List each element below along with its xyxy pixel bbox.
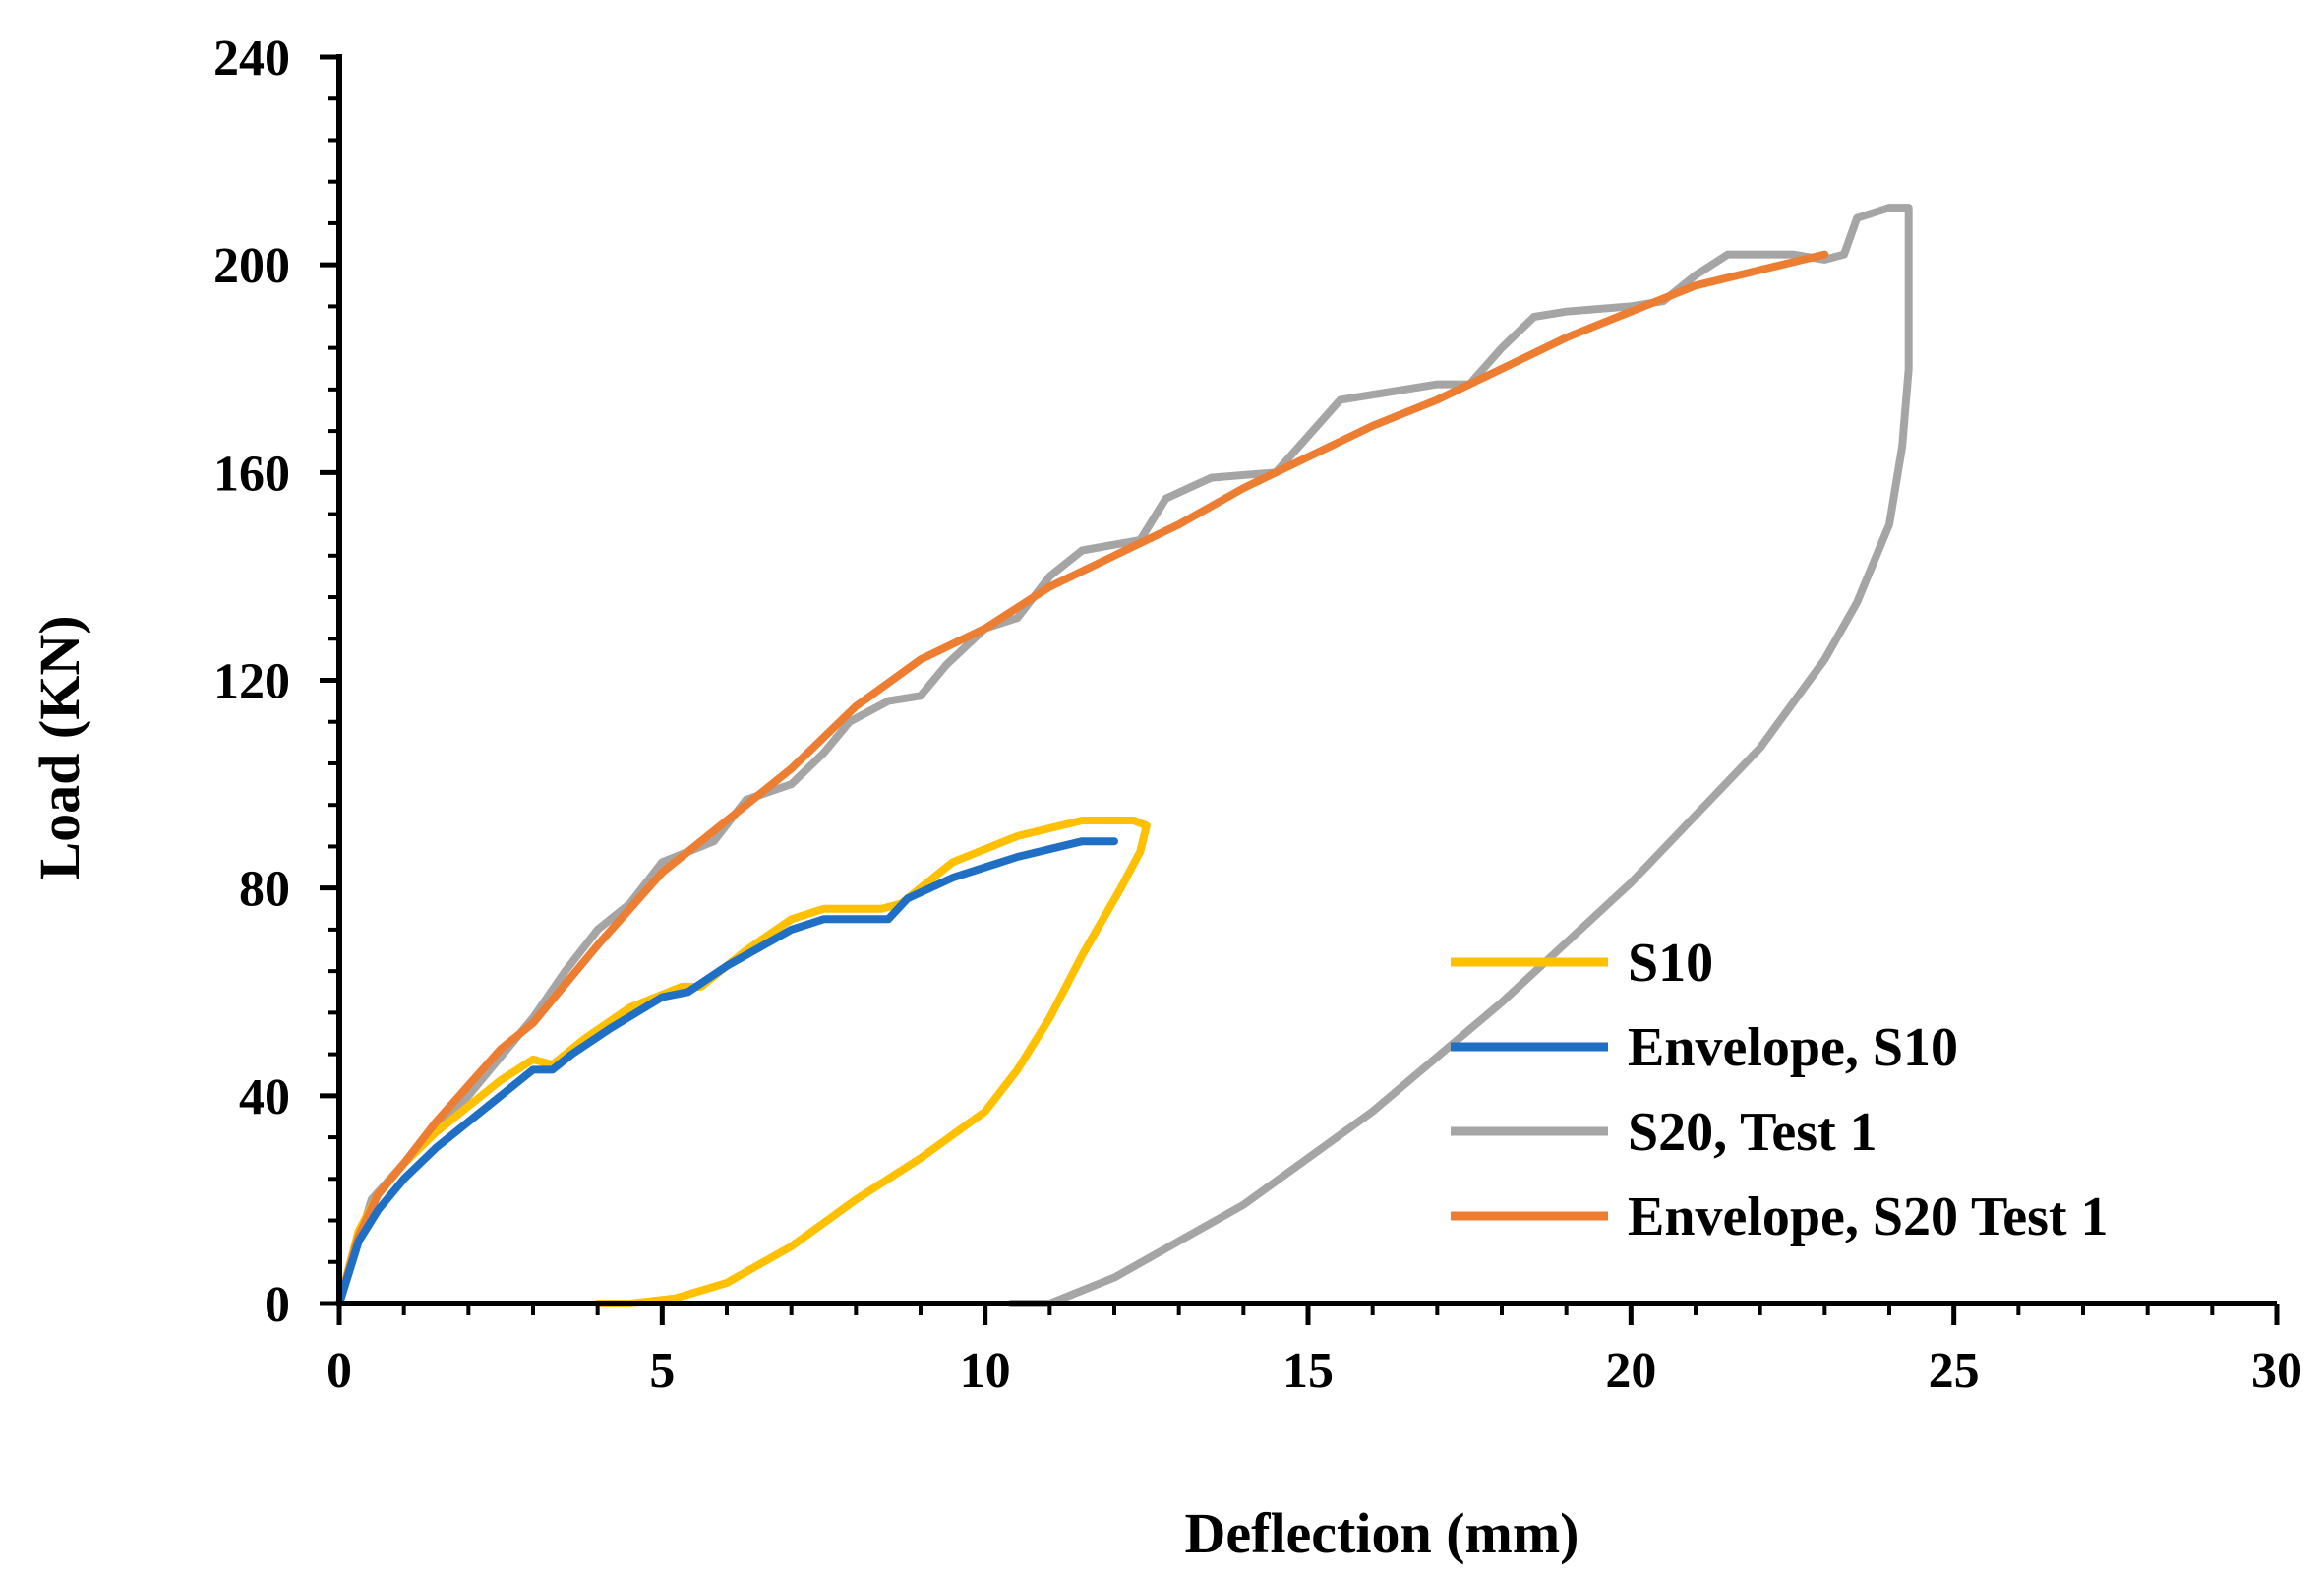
y-tick-label: 40	[239, 1069, 290, 1125]
legend: S10 Envelope, S10 S20, Test 1 Envelope, S20…	[1451, 933, 2109, 1247]
legend-label: Envelope, S20 Test 1	[1628, 1186, 2109, 1247]
y-tick-label: 0	[265, 1277, 290, 1333]
axes: 0 5 10 15 20 25 30 0 40 80 120 160 200 240	[213, 30, 2302, 1399]
x-tick-label: 25	[1929, 1343, 1980, 1399]
series-line-envelope-s20-test-1	[335, 250, 1829, 1307]
y-tick-label: 200	[213, 238, 290, 294]
series-line-envelope-s10	[335, 837, 1118, 1307]
legend-label: Envelope, S10	[1628, 1017, 1958, 1078]
x-tick-label: 5	[649, 1343, 675, 1399]
x-tick-label: 30	[2251, 1343, 2302, 1399]
legend-label: S20, Test 1	[1628, 1102, 1877, 1163]
y-tick-label: 160	[213, 446, 290, 502]
x-tick-label: 20	[1605, 1343, 1656, 1399]
y-tick-label: 240	[213, 30, 290, 87]
y-ticks: 0 40 80 120 160 200 240	[213, 30, 339, 1333]
x-axis-title: Deflection (mm)	[1185, 1501, 1579, 1565]
x-tick-label: 0	[327, 1343, 352, 1399]
x-tick-label: 10	[960, 1343, 1011, 1399]
y-axis-title: Load (KN)	[28, 615, 91, 879]
series-line-s10	[335, 817, 1151, 1307]
legend-label: S10	[1628, 933, 1713, 994]
x-ticks: 0 5 10 15 20 25 30	[327, 1304, 2302, 1399]
y-tick-label: 80	[239, 862, 290, 918]
y-tick-label: 120	[213, 654, 290, 710]
series-layer	[335, 204, 1913, 1307]
x-tick-label: 15	[1282, 1343, 1334, 1399]
